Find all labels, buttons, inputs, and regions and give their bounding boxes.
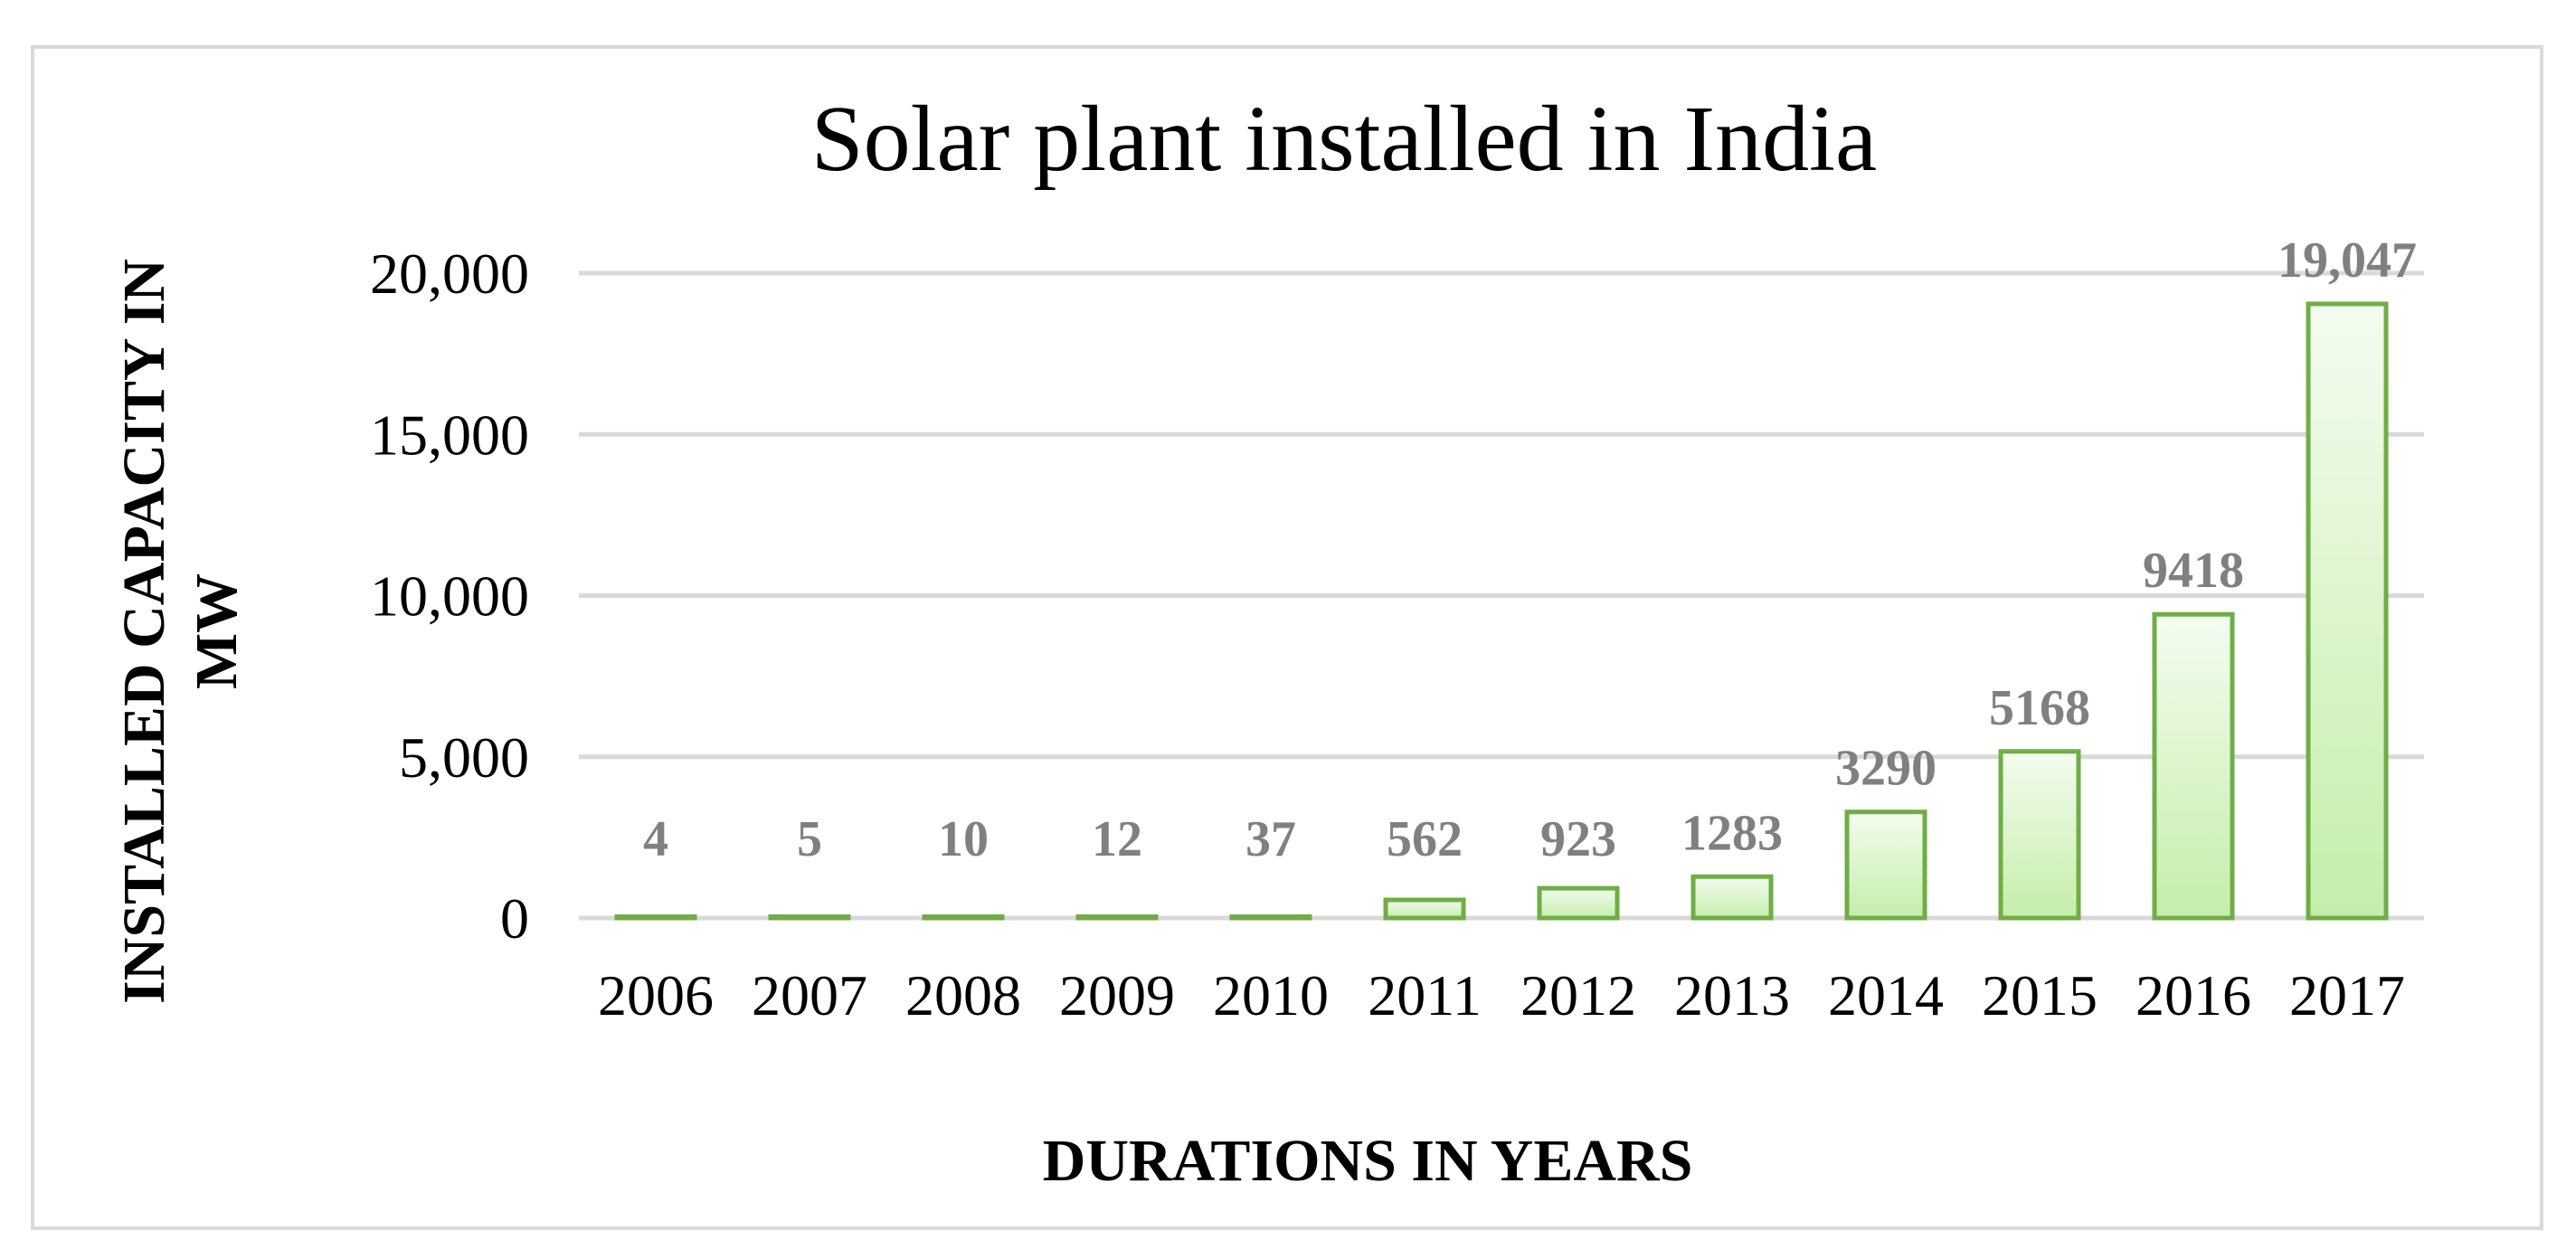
y-tick-label: 10,000: [370, 564, 529, 629]
bar-2008: [922, 914, 1005, 921]
data-label-2012: 923: [1540, 811, 1616, 867]
bar-2016: [2152, 611, 2235, 921]
data-label-2017: 19,047: [2278, 232, 2417, 289]
data-label-2013: 1283: [1681, 805, 1783, 861]
bar-2012: [1537, 885, 1620, 921]
x-tick-label-2016: 2016: [2136, 963, 2251, 1027]
y-tick-label: 5,000: [399, 725, 529, 790]
y-axis-title-line-2: MW: [184, 573, 250, 689]
data-labels: 4 5 10 12 37 562 923 1283 3290 5168 9418 19,047: [643, 232, 2417, 867]
data-label-2008: 10: [938, 811, 989, 867]
y-axis-title: INSTALLED CAPACITY IN MW: [111, 259, 250, 1004]
chart-title: Solar plant installed in India: [811, 87, 1877, 191]
x-tick-label-2013: 2013: [1674, 963, 1790, 1027]
y-tick-label: 15,000: [370, 402, 529, 467]
bar-2006: [614, 914, 697, 921]
bar-2010: [1229, 914, 1312, 921]
data-label-2007: 5: [797, 811, 822, 867]
chart-frame: [31, 45, 2543, 1230]
y-tick-label: 20,000: [370, 241, 529, 306]
y-axis-ticks: 0 5,000 10,000 15,000 20,000: [370, 241, 529, 951]
data-label-2009: 12: [1092, 811, 1142, 867]
x-tick-label-2014: 2014: [1828, 963, 1944, 1027]
data-label-2016: 9418: [2143, 543, 2244, 599]
bar-2014: [1844, 809, 1927, 921]
x-tick-label-2015: 2015: [1982, 963, 2098, 1027]
x-tick-label-2007: 2007: [752, 963, 867, 1027]
x-axis-title: DURATIONS IN YEARS: [1043, 1128, 1693, 1194]
data-label-2014: 3290: [1835, 741, 1937, 797]
x-tick-label-2017: 2017: [2289, 963, 2405, 1027]
data-label-2015: 5168: [1989, 680, 2090, 736]
x-tick-label-2008: 2008: [905, 963, 1021, 1027]
bar-2013: [1690, 874, 1774, 921]
bar-2007: [768, 914, 851, 921]
bars: [614, 301, 2389, 921]
x-tick-label-2012: 2012: [1520, 963, 1636, 1027]
data-label-2011: 562: [1387, 811, 1463, 867]
x-axis-ticks: 2006 2007 2008 2009 2010 2011 2012 2013 2014 2015…: [598, 963, 2405, 1027]
x-tick-label-2010: 2010: [1213, 963, 1329, 1027]
x-tick-label-2011: 2011: [1368, 963, 1482, 1027]
bar-2015: [1998, 749, 2081, 921]
bar-2009: [1075, 914, 1159, 921]
x-tick-label-2009: 2009: [1059, 963, 1175, 1027]
x-tick-label-2006: 2006: [598, 963, 714, 1027]
bar-2017: [2306, 301, 2389, 921]
data-label-2010: 37: [1245, 811, 1296, 867]
data-label-2006: 4: [643, 811, 668, 867]
y-tick-label: 0: [500, 886, 529, 951]
gridlines: [579, 270, 2424, 921]
bar-2011: [1383, 897, 1466, 921]
y-axis-title-line-1: INSTALLED CAPACITY IN: [111, 259, 177, 1004]
